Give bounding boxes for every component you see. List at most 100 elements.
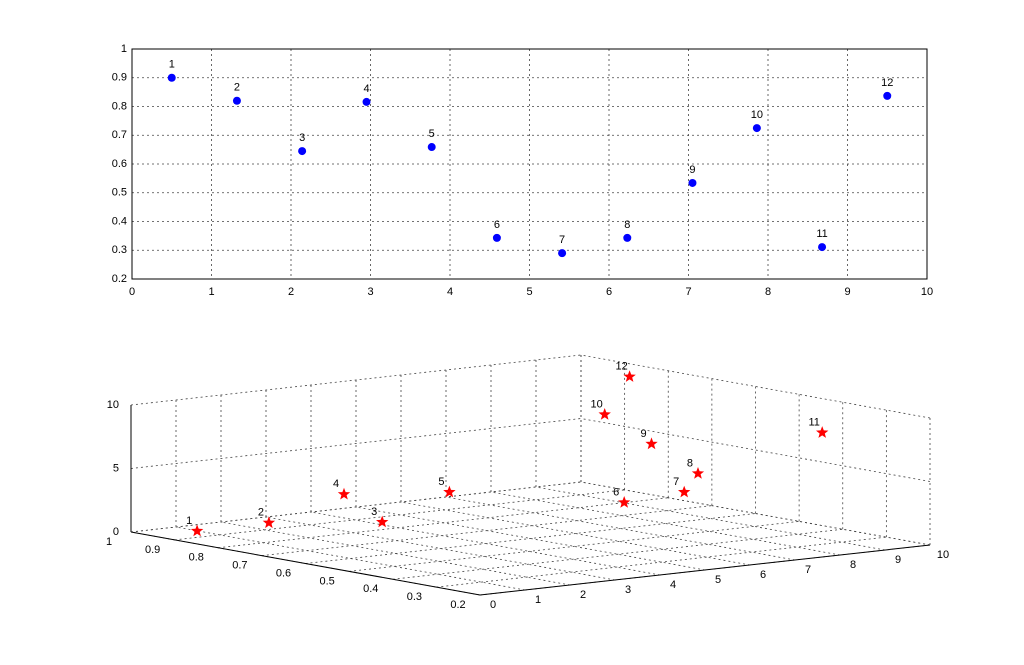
- point: [376, 515, 389, 528]
- grid-line: [175, 526, 526, 591]
- x-tick-label: 0.5: [319, 575, 334, 587]
- grid-line: [400, 501, 751, 566]
- y-tick-label: 3: [625, 584, 631, 596]
- x-tick-label: 0.2: [450, 599, 465, 611]
- point: [558, 249, 567, 258]
- grid-line: [310, 511, 661, 576]
- point: [623, 370, 636, 382]
- y-axis-line: [479, 544, 931, 596]
- x-tick-label: 6: [606, 286, 612, 298]
- grid-line: [580, 481, 931, 546]
- grid-line: [445, 496, 796, 561]
- point-label: 4: [363, 83, 369, 95]
- y-tick-label: 6: [760, 569, 766, 581]
- y-tick-label: 0.4: [112, 215, 127, 227]
- z-tick-label: 10: [107, 399, 119, 411]
- point-label: 5: [438, 476, 444, 488]
- grid-line: [130, 354, 582, 406]
- x-tick-label: 7: [685, 286, 691, 298]
- point: [298, 147, 307, 156]
- x-tick-label: 8: [765, 286, 771, 298]
- point: [678, 485, 691, 498]
- grid-line: [392, 528, 843, 580]
- x-tick-label: 0.3: [407, 591, 422, 603]
- x-tick-label: 0.4: [363, 583, 378, 595]
- point: [492, 233, 501, 242]
- y-tick-label: 4: [670, 579, 676, 591]
- grid-line: [580, 354, 931, 419]
- z-tick-label: 5: [113, 462, 119, 474]
- point: [190, 524, 204, 537]
- point: [816, 426, 829, 438]
- x-axis-line: [130, 531, 481, 596]
- x-tick-label: 0.7: [232, 560, 247, 572]
- plot-frame: [131, 48, 928, 280]
- point-label: 6: [613, 486, 619, 498]
- y-tick-label: 0.7: [112, 129, 127, 141]
- point: [232, 96, 241, 105]
- grid-line: [349, 520, 800, 572]
- y-tick-label: 5: [715, 574, 721, 586]
- x-tick-label: 0: [129, 286, 135, 298]
- point: [337, 487, 351, 500]
- point-label: 11: [816, 228, 827, 240]
- point: [618, 496, 631, 508]
- point-label: 8: [687, 457, 693, 469]
- point-label: 1: [186, 515, 192, 527]
- grid-line: [130, 418, 582, 469]
- point-label: 6: [494, 219, 500, 231]
- y-tick-label: 2: [580, 589, 586, 601]
- y-tick-label: 10: [937, 549, 949, 561]
- point-label: 2: [258, 507, 264, 519]
- y-tick-label: 0: [490, 599, 496, 611]
- x-tick-label: 0.8: [189, 552, 204, 564]
- y-tick-label: 1: [121, 43, 127, 55]
- point-label: 12: [881, 77, 893, 89]
- y-tick-label: 0.3: [112, 244, 127, 256]
- x-tick-label: 1: [208, 286, 214, 298]
- point: [883, 91, 892, 100]
- point: [691, 467, 705, 479]
- point: [623, 233, 632, 242]
- x-tick-label: 0.9: [145, 544, 160, 556]
- x-tick-label: 3: [367, 286, 373, 298]
- point-label: 10: [751, 109, 763, 121]
- y-tick-label: 0.9: [112, 72, 127, 84]
- x-tick-label: 2: [288, 286, 294, 298]
- point-label: 12: [615, 361, 627, 373]
- x-tick-label: 1: [106, 536, 112, 548]
- point: [443, 485, 456, 498]
- point-label: 7: [559, 234, 565, 246]
- grid-line: [580, 418, 931, 482]
- point: [645, 437, 658, 450]
- point-label: 9: [689, 164, 695, 176]
- point: [818, 243, 827, 252]
- point-label: 7: [673, 476, 679, 488]
- grid-line: [130, 481, 582, 533]
- y-tick-label: 0.2: [112, 273, 127, 285]
- grid-line: [265, 516, 616, 581]
- x-tick-label: 0.6: [276, 567, 291, 579]
- y-tick-label: 8: [850, 559, 856, 571]
- grid-line: [305, 513, 756, 564]
- y-tick-label: 7: [805, 564, 811, 576]
- point-label: 2: [234, 82, 240, 94]
- point-label: 11: [808, 417, 819, 429]
- point: [598, 408, 611, 420]
- grid-line: [220, 521, 571, 586]
- grid-line: [355, 506, 706, 571]
- y-tick-label: 0.6: [112, 158, 127, 170]
- point-label: 8: [624, 219, 630, 231]
- point-label: 10: [591, 398, 603, 410]
- grid-line: [436, 536, 887, 588]
- grid-line: [490, 491, 841, 556]
- y-tick-label: 9: [895, 554, 901, 566]
- grid-line: [535, 486, 886, 551]
- point: [362, 97, 371, 106]
- point-label: 1: [169, 59, 175, 71]
- point: [688, 178, 697, 187]
- point: [167, 73, 176, 82]
- y-tick-label: 1: [535, 594, 541, 606]
